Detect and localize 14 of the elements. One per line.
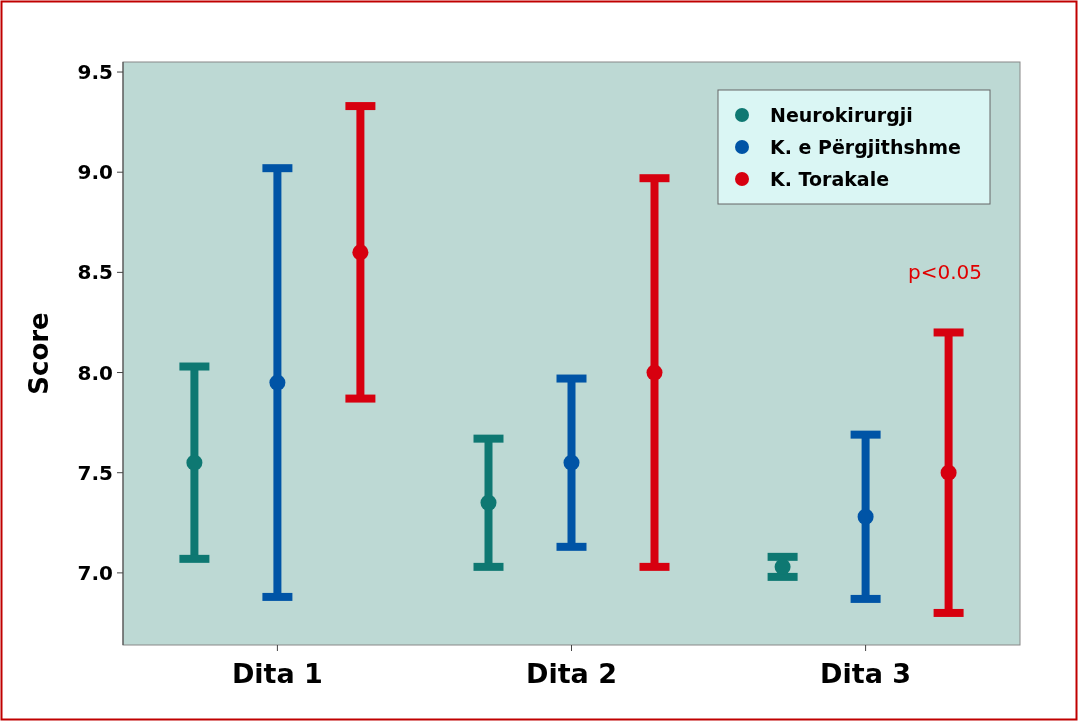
legend-label: K. Torakale xyxy=(770,167,890,190)
y-axis-title: Score xyxy=(24,312,54,395)
y-tick-label: 8.0 xyxy=(77,360,113,385)
annotation: p<0.05 xyxy=(908,260,982,284)
y-tick-label: 9.5 xyxy=(77,60,113,85)
y-tick-label: 7.5 xyxy=(77,460,113,485)
x-tick-label: Dita 2 xyxy=(526,658,617,689)
y-tick-label: 8.5 xyxy=(77,260,113,285)
legend-label: K. e Përgjithshme xyxy=(770,135,961,158)
legend-label: Neurokirurgji xyxy=(770,103,913,126)
x-tick-label: Dita 1 xyxy=(231,658,323,689)
y-tick-label: 9.0 xyxy=(77,160,113,185)
x-tick-label: Dita 3 xyxy=(820,658,912,689)
y-tick-label: 7.0 xyxy=(77,560,113,585)
